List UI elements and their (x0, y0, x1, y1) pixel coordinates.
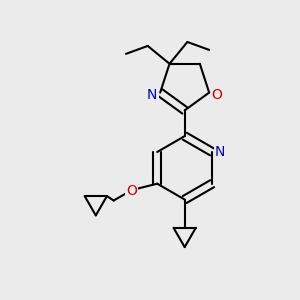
Text: O: O (212, 88, 223, 102)
Text: N: N (147, 88, 158, 102)
Text: N: N (215, 145, 225, 159)
Text: O: O (126, 184, 137, 198)
